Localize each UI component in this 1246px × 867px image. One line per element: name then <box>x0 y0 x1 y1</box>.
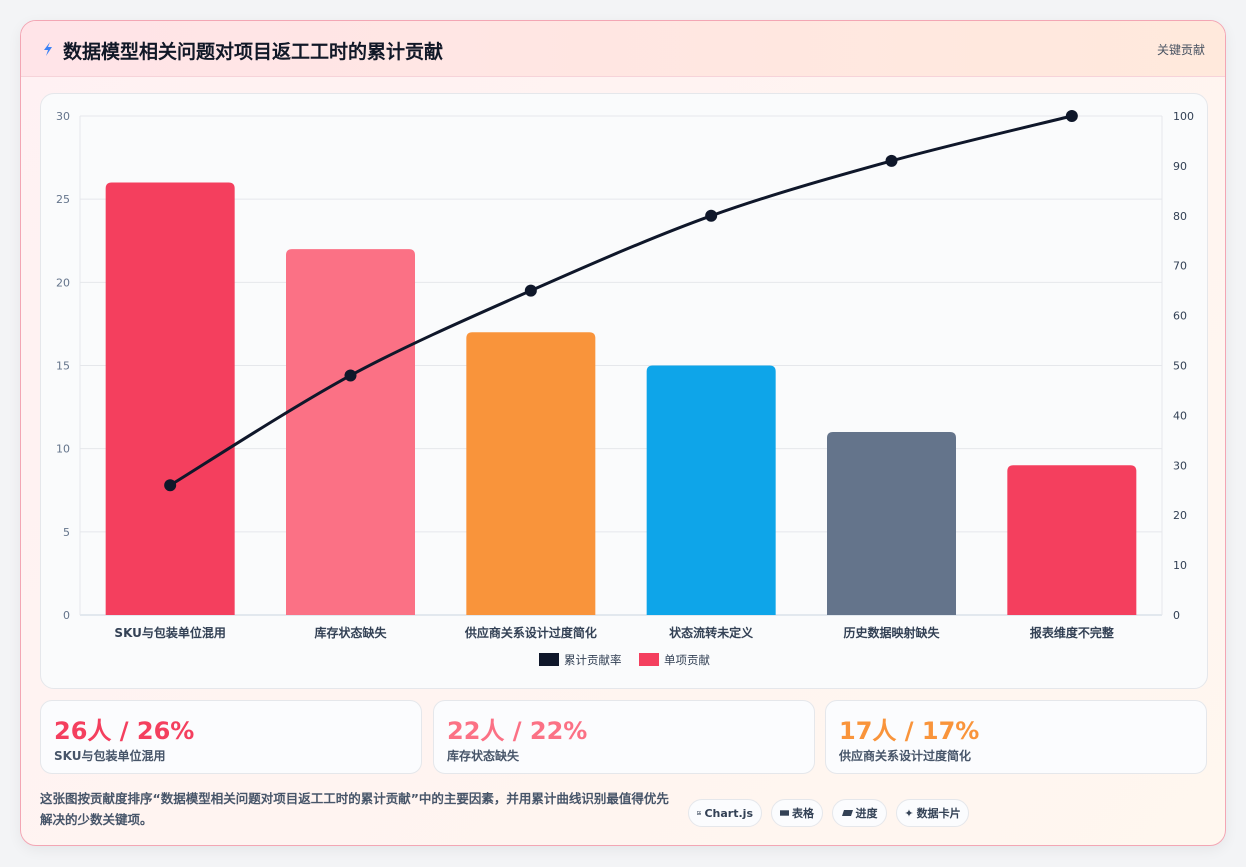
x-tick-label: 状态流转未定义 <box>669 625 754 640</box>
y-left-tick-label: 0 <box>63 609 70 622</box>
y-right-tick-label: 40 <box>1173 409 1187 422</box>
y-right-tick-label: 30 <box>1173 459 1187 472</box>
chart-panel: 0 5 10 15 20 25 30 0 10 20 30 40 50 60 70 80 90 100 SKU与包装… <box>40 93 1208 689</box>
legend-swatch <box>539 653 559 666</box>
chip-label: 进度 <box>855 807 878 820</box>
kpi-value: 22人 / 22% <box>447 717 588 745</box>
bar <box>1007 465 1137 615</box>
lightning-icon <box>44 42 52 56</box>
chart-description: 这张图按贡献度排序“数据模型相关问题对项目返工工时的累计贡献”中的主要因素，并用… <box>40 791 669 827</box>
x-tick-label: 库存状态缺失 <box>314 625 387 640</box>
kpi-label: 供应商关系设计过度简化 <box>839 749 972 763</box>
x-tick-label: SKU与包装单位混用 <box>114 625 225 640</box>
page-title: 数据模型相关问题对项目返工工时的累计贡献 <box>63 41 444 63</box>
y-right-tick-label: 10 <box>1173 559 1187 572</box>
chip-data-card[interactable]: ✦ 数据卡片 <box>896 799 969 827</box>
x-tick-label: 报表维度不完整 <box>1030 625 1114 640</box>
cumulative-point <box>1065 110 1078 122</box>
legend-label: 累计贡献率 <box>564 653 622 667</box>
y-left-tick-label: 15 <box>56 360 70 373</box>
sparkle-icon: ✦ <box>904 806 914 820</box>
y-right-tick-label: 70 <box>1173 260 1187 273</box>
cumulative-point <box>344 369 357 382</box>
pareto-chart: 0 5 10 15 20 25 30 0 10 20 30 40 50 60 70 80 90 100 SKU与包装… <box>56 110 1194 667</box>
chip-label: 数据卡片 <box>916 807 961 820</box>
cumulative-line <box>169 114 1073 487</box>
card-header: 数据模型相关问题对项目返工工时的累计贡献 关键贡献 <box>21 21 1225 77</box>
progress-icon <box>841 810 853 816</box>
y-left-tick-label: 10 <box>56 443 70 456</box>
cumulative-point <box>885 154 898 167</box>
x-tick-label: 历史数据映射缺失 <box>843 625 940 640</box>
bar <box>466 332 596 615</box>
bar <box>646 365 776 615</box>
chip-table[interactable]: 表格 <box>771 799 823 827</box>
kpi-card-3: 17人 / 17% 供应商关系设计过度简化 <box>825 700 1207 774</box>
kpi-value: 26人 / 26% <box>54 717 195 745</box>
legend-label: 单项贡献 <box>664 653 710 667</box>
bar <box>286 249 415 616</box>
chip-label: 表格 <box>792 807 814 820</box>
chip-chartjs[interactable]: Chart.js <box>688 799 762 827</box>
table-icon <box>780 810 789 816</box>
y-left-tick-label: 5 <box>63 526 70 539</box>
y-right-tick-label: 20 <box>1173 509 1187 522</box>
y-right-tick-label: 50 <box>1173 360 1187 373</box>
key-contribution-label: 关键贡献 <box>1156 43 1205 57</box>
chart-card: 数据模型相关问题对项目返工工时的累计贡献 关键贡献 0 5 10 15 20 25 30 0 1… <box>20 20 1226 846</box>
kpi-label: 库存状态缺失 <box>447 749 520 763</box>
bar <box>105 182 235 615</box>
kpi-value: 17人 / 17% <box>839 717 980 745</box>
chip-label: Chart.js <box>704 806 753 820</box>
x-tick-label: 供应商关系设计过度简化 <box>464 625 597 640</box>
kpi-label: SKU与包装单位混用 <box>54 749 166 763</box>
cumulative-point <box>164 479 177 492</box>
kpi-card-2: 22人 / 22% 库存状态缺失 <box>433 700 815 774</box>
y-right-tick-label: 0 <box>1173 609 1180 622</box>
y-right-tick-label: 100 <box>1173 110 1194 123</box>
y-left-tick-label: 25 <box>56 193 70 206</box>
y-right-tick-label: 90 <box>1173 160 1187 173</box>
y-left-tick-label: 30 <box>56 110 70 123</box>
cumulative-point <box>705 209 718 222</box>
y-right-tick-label: 60 <box>1173 310 1187 323</box>
kpi-card-1: 26人 / 26% SKU与包装单位混用 <box>40 700 422 774</box>
y-right-tick-label: 80 <box>1173 210 1187 223</box>
cumulative-point <box>524 284 537 297</box>
bar <box>827 432 956 615</box>
chip-progress[interactable]: 进度 <box>832 799 887 827</box>
legend-swatch <box>639 653 659 666</box>
y-left-tick-label: 20 <box>56 276 70 289</box>
chart-icon <box>697 811 702 815</box>
